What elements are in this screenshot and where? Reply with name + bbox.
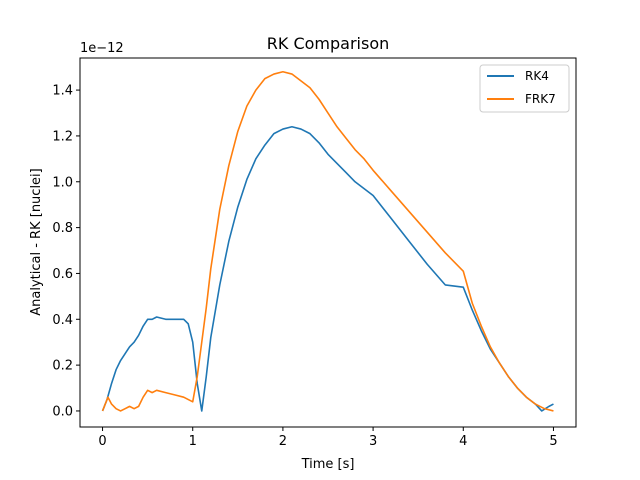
series-layer: [101, 70, 554, 412]
legend: RK4 FRK7: [479, 64, 570, 113]
x-axis-ticks: 0 1 2 3 4 5: [98, 427, 558, 449]
y-offset-text: 1e−12: [80, 41, 124, 56]
plot-frame: [79, 57, 577, 428]
x-tick-label: 4: [459, 434, 467, 449]
y-tick-label: 1.4: [52, 84, 73, 99]
y-tick-label: 0.6: [52, 267, 73, 282]
y-tick-label: 1.2: [52, 129, 73, 144]
y-tick-label: 0.0: [52, 404, 73, 419]
series-line-rk4: [101, 125, 554, 412]
legend-label-frk7: FRK7: [525, 92, 556, 106]
x-tick-label: 5: [549, 434, 557, 449]
x-tick-label: 1: [189, 434, 197, 449]
y-tick-label: 1.0: [52, 175, 73, 190]
legend-label-rk4: RK4: [525, 69, 549, 83]
x-tick-label: 2: [279, 434, 287, 449]
chart-title: RK Comparison: [267, 34, 390, 53]
y-axis-ticks: 0.0 0.2 0.4 0.6 0.8 1.0 1.2 1.4: [52, 84, 80, 419]
y-tick-label: 0.4: [52, 313, 73, 328]
series-line-frk7: [101, 70, 554, 412]
x-tick-label: 0: [98, 434, 106, 449]
y-axis-label: Analytical - RK [nuclei]: [29, 168, 44, 315]
y-tick-label: 0.2: [52, 359, 73, 374]
x-axis-label: Time [s]: [301, 457, 355, 472]
x-tick-label: 3: [369, 434, 377, 449]
y-tick-label: 0.8: [52, 221, 73, 236]
